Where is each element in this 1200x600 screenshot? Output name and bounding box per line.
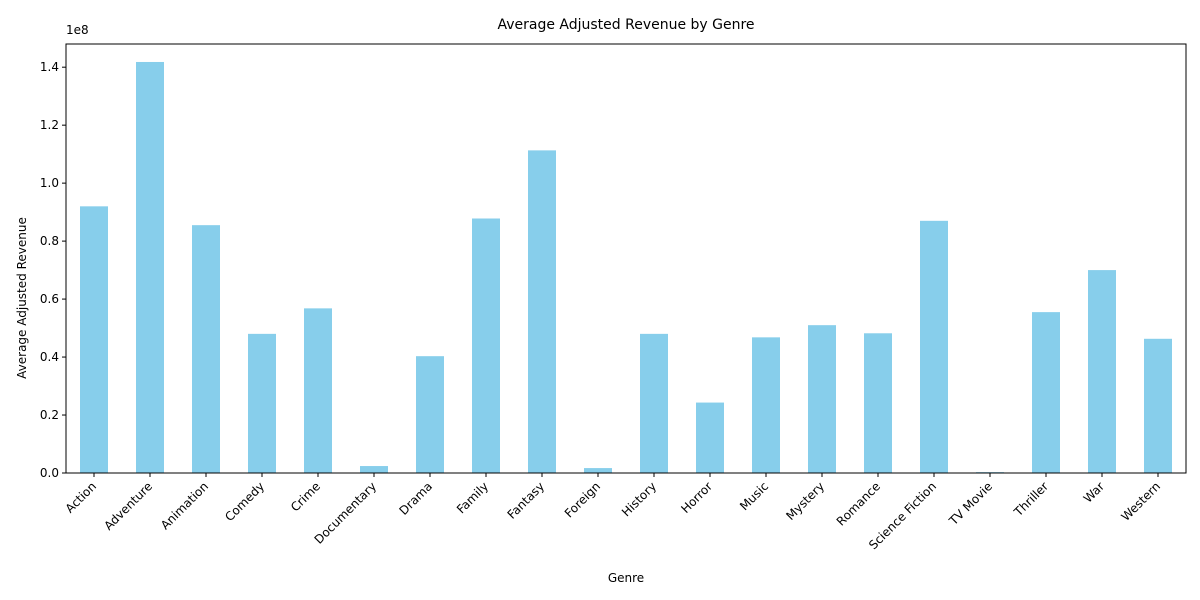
- x-tick-label: Family: [454, 479, 491, 516]
- y-tick-label: 0.8: [40, 234, 59, 248]
- bar-family: [472, 218, 500, 473]
- y-axis-label: Average Adjusted Revenue: [15, 217, 29, 379]
- y-tick-label: 0.0: [40, 466, 59, 480]
- x-tick-label: Comedy: [222, 479, 267, 524]
- y-axis-ticks: 0.0 0.2 0.4 0.6 0.8 1.0 1.2 1.4: [40, 60, 66, 480]
- bar-war: [1088, 270, 1116, 473]
- bar-documentary: [360, 466, 388, 473]
- x-tick-label: Crime: [288, 479, 323, 514]
- x-tick-label: Adventure: [101, 479, 155, 533]
- chart-title: Average Adjusted Revenue by Genre: [497, 17, 754, 33]
- plot-frame: [65, 43, 1187, 474]
- x-tick-label: Romance: [834, 479, 883, 528]
- bar-science-fiction: [920, 220, 948, 473]
- x-tick-label: Animation: [158, 479, 211, 532]
- bar-history: [640, 333, 668, 473]
- x-tick-label: TV Movie: [946, 479, 995, 528]
- x-tick-label: Thriller: [1011, 479, 1051, 519]
- x-tick-label: Horror: [678, 479, 715, 516]
- bar-music: [752, 337, 780, 473]
- bar-fantasy: [528, 150, 556, 473]
- bar-foreign: [584, 468, 612, 473]
- x-axis-ticks: Action Adventure Animation Comedy CrimeDocum…: [63, 473, 1163, 552]
- x-tick-label: Western: [1118, 479, 1163, 524]
- bar-thriller: [1032, 312, 1060, 473]
- y-tick-label: 0.4: [40, 350, 59, 364]
- x-tick-label: Mystery: [783, 479, 827, 523]
- x-tick-label: Music: [737, 479, 771, 513]
- y-tick-label: 0.2: [40, 408, 59, 422]
- bar-drama: [416, 356, 444, 473]
- bar-horror: [696, 402, 724, 473]
- bar-romance: [864, 333, 892, 473]
- x-tick-label: War: [1081, 479, 1107, 505]
- y-axis-offset-label: 1e8: [66, 23, 89, 37]
- bar-action: [80, 206, 108, 473]
- bar-western: [1144, 338, 1172, 473]
- bar-crime: [304, 308, 332, 473]
- x-tick-label: Drama: [397, 479, 436, 518]
- x-tick-label: Foreign: [562, 479, 603, 520]
- x-tick-label: Action: [63, 479, 99, 515]
- bar-animation: [192, 225, 220, 473]
- bars-group: [80, 61, 1172, 474]
- y-tick-label: 1.2: [40, 118, 59, 132]
- y-tick-label: 0.6: [40, 292, 59, 306]
- x-axis-label: Genre: [608, 571, 644, 585]
- bar-adventure: [136, 61, 164, 474]
- bar-comedy: [248, 333, 276, 473]
- y-tick-label: 1.0: [40, 176, 59, 190]
- y-tick-label: 1.4: [40, 60, 59, 74]
- x-tick-label: History: [619, 479, 659, 519]
- x-tick-label: Fantasy: [505, 479, 548, 522]
- bar-mystery: [808, 325, 836, 473]
